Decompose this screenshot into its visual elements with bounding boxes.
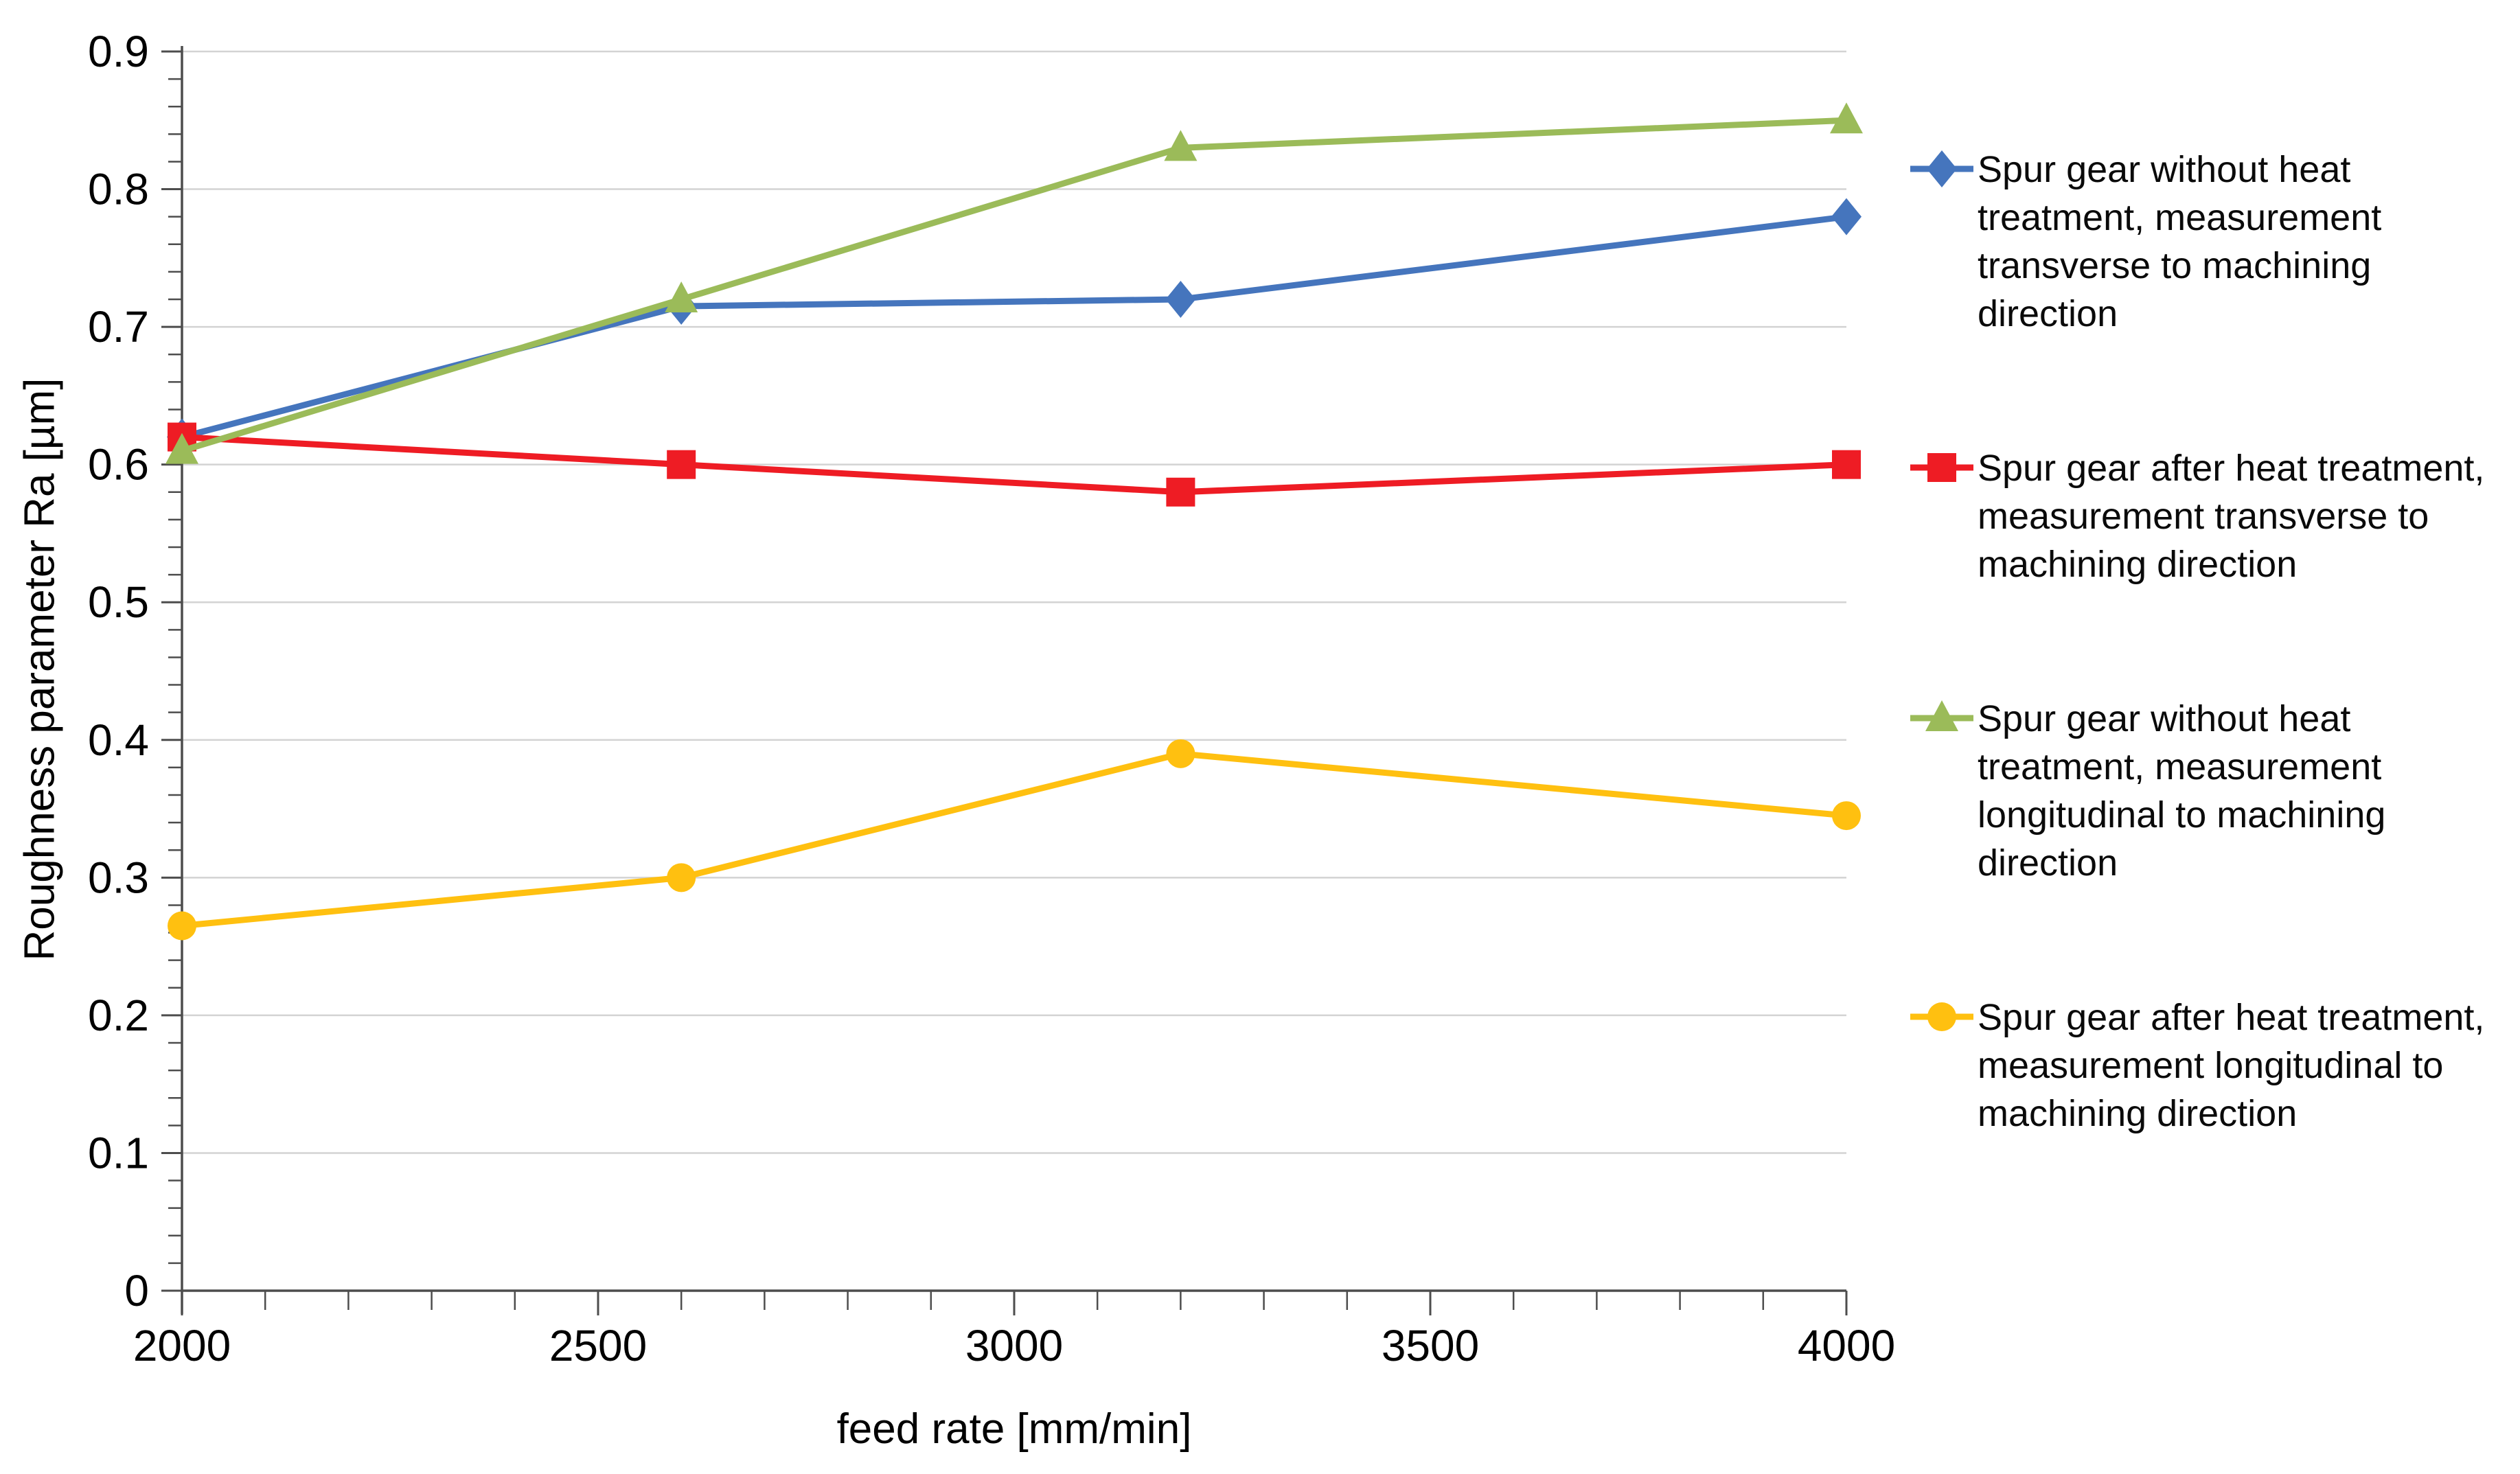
legend-label: Spur gear without heat treatment, measur…	[1978, 149, 2382, 334]
legend-item-without-ht-longitudinal: Spur gear without heat treatment, measur…	[1910, 695, 2520, 887]
y-tick-label: 0.1	[88, 1128, 149, 1177]
y-axis-title: Roughness parameter Ra [µm]	[16, 378, 64, 961]
triangle-marker-icon	[1830, 102, 1863, 134]
y-tick-label: 0	[124, 1266, 149, 1315]
y-tick-label: 0.6	[88, 440, 149, 490]
circle-marker-icon	[1166, 739, 1195, 768]
legend: Spur gear without heat treatment, measur…	[1910, 146, 2520, 1138]
legend-label: Spur gear after heat treatment, measurem…	[1978, 448, 2485, 585]
y-tick-label: 0.2	[88, 991, 149, 1040]
series-line-after-ht-transverse	[179, 434, 1850, 496]
diamond-marker-icon	[1831, 198, 1862, 235]
x-tick-label: 2000	[133, 1321, 231, 1370]
axes: 0 0.1 0.2 0.3 0.4 0.5 0.6 0.7 0.8 0.9 2000 2500 3000…	[88, 27, 1895, 1370]
square-marker-icon	[1166, 477, 1195, 507]
gridlines	[182, 50, 1846, 1154]
series-after-ht-longitudinal	[168, 739, 1861, 941]
series-after-ht-transverse	[168, 422, 1861, 507]
legend-key-circle-icon	[1910, 1002, 1973, 1031]
legend-item-after-ht-longitudinal: Spur gear after heat treatment, measurem…	[1910, 993, 2520, 1138]
x-tick-label: 4000	[1798, 1321, 1895, 1370]
y-tick-label: 0.4	[88, 715, 149, 765]
triangle-marker-icon	[165, 433, 198, 464]
series-line-without-ht-longitudinal	[179, 117, 1850, 454]
x-axis-title: feed rate [mm/min]	[836, 1405, 1192, 1453]
diamond-marker-icon	[1165, 281, 1196, 318]
square-marker-icon	[1832, 450, 1861, 479]
series-line-without-ht-transverse	[179, 214, 1850, 441]
series-without-ht-longitudinal	[165, 102, 1863, 464]
legend-item-without-ht-transverse: Spur gear without heat treatment, measur…	[1910, 146, 2520, 338]
circle-marker-icon	[168, 911, 196, 941]
triangle-marker-icon	[665, 281, 698, 312]
legend-key-triangle-icon	[1910, 700, 1973, 731]
triangle-marker-icon	[1164, 130, 1198, 161]
y-tick-label: 0.3	[88, 853, 149, 902]
y-tick-label: 0.7	[88, 302, 149, 352]
y-tick-label: 0.9	[88, 27, 149, 76]
circle-marker-icon	[667, 863, 696, 893]
x-tick-label: 2500	[549, 1321, 647, 1370]
legend-key-diamond-icon	[1910, 150, 1973, 187]
legend-key-square-icon	[1910, 453, 1973, 482]
x-tick-label: 3500	[1382, 1321, 1479, 1370]
x-tick-label: 3000	[965, 1321, 1063, 1370]
legend-label: Spur gear after heat treatment, measurem…	[1978, 997, 2485, 1134]
series-line-after-ht-longitudinal	[179, 750, 1850, 930]
circle-marker-icon	[1832, 801, 1861, 831]
legend-label: Spur gear without heat treatment, measur…	[1978, 698, 2386, 884]
legend-item-after-ht-transverse: Spur gear after heat treatment, measurem…	[1910, 444, 2520, 588]
y-tick-label: 0.8	[88, 165, 149, 214]
square-marker-icon	[667, 450, 696, 479]
y-tick-label: 0.5	[88, 577, 149, 627]
